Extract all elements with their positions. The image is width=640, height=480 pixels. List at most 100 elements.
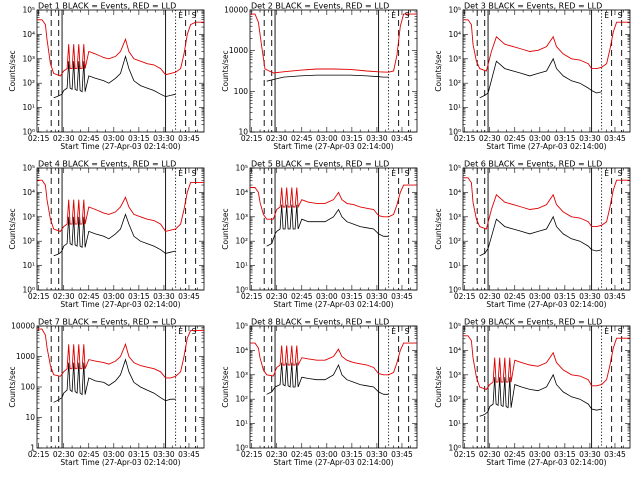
plot-frame: [249, 325, 418, 449]
plot-frame: [462, 325, 631, 449]
y-tick-label: 10⁰: [235, 286, 248, 295]
y-tick-label: 10⁰: [448, 286, 461, 295]
y-tick-label: 10⁴: [448, 346, 461, 355]
x-tick-label: 03:45: [604, 292, 626, 301]
y-tick-label: 10⁵: [22, 6, 35, 15]
detector-panel-7: Det 7 BLACK = Events, RED = LLD 1 10 100 100…: [8, 318, 205, 467]
x-tick-label: 02:45: [291, 134, 313, 143]
y-tick-label: 10000: [11, 322, 35, 331]
x-tick-label: 03:45: [391, 450, 413, 459]
x-axis-label: Start Time (27-Apr-03 02:14:00): [273, 300, 393, 309]
marker-label-S: S: [618, 169, 623, 178]
x-tick-label: 03:00: [103, 134, 125, 143]
y-tick-label: 10⁰: [235, 444, 248, 453]
x-axis-label: Start Time (27-Apr-03 02:14:00): [486, 300, 606, 309]
x-tick-label: 03:00: [103, 450, 125, 459]
y-axis-label: Counts/sec: [221, 366, 230, 407]
y-tick-label: 10⁵: [448, 164, 461, 173]
marker-label-S: S: [405, 169, 410, 178]
x-tick-label: 03:30: [579, 134, 601, 143]
x-tick-label: 03:45: [178, 450, 200, 459]
y-axis-label: Counts/sec: [434, 366, 443, 407]
y-tick-label: 10⁴: [448, 30, 461, 39]
y-tick-label: 10000: [224, 6, 248, 15]
detector-panel-3: Det 3 BLACK = Events, RED = LLD 10⁰ 10¹ 10²…: [434, 2, 631, 151]
plot-frame: [462, 167, 631, 291]
marker-label-E: E: [391, 169, 396, 178]
y-tick-label: 10⁵: [235, 322, 248, 331]
detector-panel-4: Det 4 BLACK = Events, RED = LLD 10⁰ 10¹ 10²…: [8, 160, 205, 309]
y-tick-label: 10⁵: [22, 164, 35, 173]
x-tick-label: 03:15: [341, 134, 363, 143]
x-axis-label: Start Time (27-Apr-03 02:14:00): [273, 142, 393, 151]
x-tick-label: 03:30: [579, 450, 601, 459]
y-tick-label: 10³: [448, 54, 461, 63]
detector-panel-6: Det 6 BLACK = Events, RED = LLD 10⁰ 10¹ 10²…: [434, 160, 631, 309]
y-axis-label: Counts/sec: [8, 50, 17, 91]
y-tick-label: 10³: [22, 212, 35, 221]
marker-label-E: E: [391, 327, 396, 336]
y-tick-label: 10²: [448, 79, 461, 88]
marker-label-S: S: [192, 169, 197, 178]
panel-title: Det 1 BLACK = Events, RED = LLD: [38, 2, 176, 11]
x-axis-label: Start Time (27-Apr-03 02:14:00): [273, 458, 393, 467]
x-axis-label: Start Time (27-Apr-03 02:14:00): [486, 142, 606, 151]
x-tick-label: 03:00: [103, 292, 125, 301]
panel-title: Det 2 BLACK = Events, RED = LLD: [251, 2, 389, 11]
plot-frame: [462, 9, 631, 133]
y-tick-label: 10¹: [448, 261, 461, 270]
marker-label-S: S: [405, 327, 410, 336]
detector-panel-9: Det 9 BLACK = Events, RED = LLD 10⁰ 10¹ 10²…: [434, 318, 631, 467]
x-tick-label: 03:30: [153, 292, 175, 301]
x-tick-label: 02:30: [479, 292, 501, 301]
series-lld-line: [250, 184, 417, 220]
y-tick-label: 10³: [235, 370, 248, 379]
y-tick-label: 1000: [16, 352, 35, 361]
series-events-line: [266, 362, 389, 395]
x-tick-label: 02:30: [53, 292, 75, 301]
y-tick-label: 10⁴: [22, 30, 35, 39]
x-tick-label: 02:15: [454, 134, 476, 143]
y-tick-label: 10²: [448, 237, 461, 246]
marker-label-E: E: [604, 327, 609, 336]
y-tick-label: 10³: [448, 370, 461, 379]
x-tick-label: 03:45: [178, 292, 200, 301]
x-tick-label: 03:15: [128, 134, 150, 143]
marker-label-S: S: [618, 327, 623, 336]
plot-frame: [36, 167, 205, 291]
x-tick-label: 02:15: [28, 292, 50, 301]
x-axis-label: Start Time (27-Apr-03 02:14:00): [486, 458, 606, 467]
x-tick-label: 03:15: [341, 292, 363, 301]
y-tick-label: 10²: [22, 79, 35, 88]
x-tick-label: 03:00: [316, 450, 338, 459]
y-tick-label: 10: [25, 413, 35, 422]
y-tick-label: 10¹: [235, 419, 248, 428]
marker-label-E: E: [178, 169, 183, 178]
x-tick-label: 02:45: [504, 292, 526, 301]
series-lld-line: [463, 335, 630, 390]
series-events-line: [479, 373, 602, 417]
y-tick-label: 10¹: [448, 103, 461, 112]
marker-label-E: E: [604, 169, 609, 178]
x-tick-label: 02:45: [78, 292, 100, 301]
x-tick-label: 02:15: [454, 292, 476, 301]
x-tick-label: 02:30: [266, 292, 288, 301]
y-tick-label: 10⁴: [235, 188, 248, 197]
y-tick-label: 10⁰: [22, 286, 35, 295]
y-axis-label: Counts/sec: [8, 208, 17, 249]
y-tick-label: 10²: [22, 237, 35, 246]
y-tick-label: 100: [21, 383, 36, 392]
x-tick-label: 02:45: [291, 450, 313, 459]
series-events-line: [53, 213, 176, 257]
plot-frame: [249, 167, 418, 291]
panel-title: Det 4 BLACK = Events, RED = LLD: [38, 160, 176, 169]
series-lld-line: [37, 179, 204, 232]
x-tick-label: 02:45: [504, 450, 526, 459]
x-tick-label: 02:15: [28, 134, 50, 143]
y-tick-label: 10¹: [448, 419, 461, 428]
series-events-line: [53, 358, 176, 403]
series-events-line: [53, 54, 176, 99]
x-tick-label: 02:45: [504, 134, 526, 143]
x-tick-label: 03:15: [128, 292, 150, 301]
